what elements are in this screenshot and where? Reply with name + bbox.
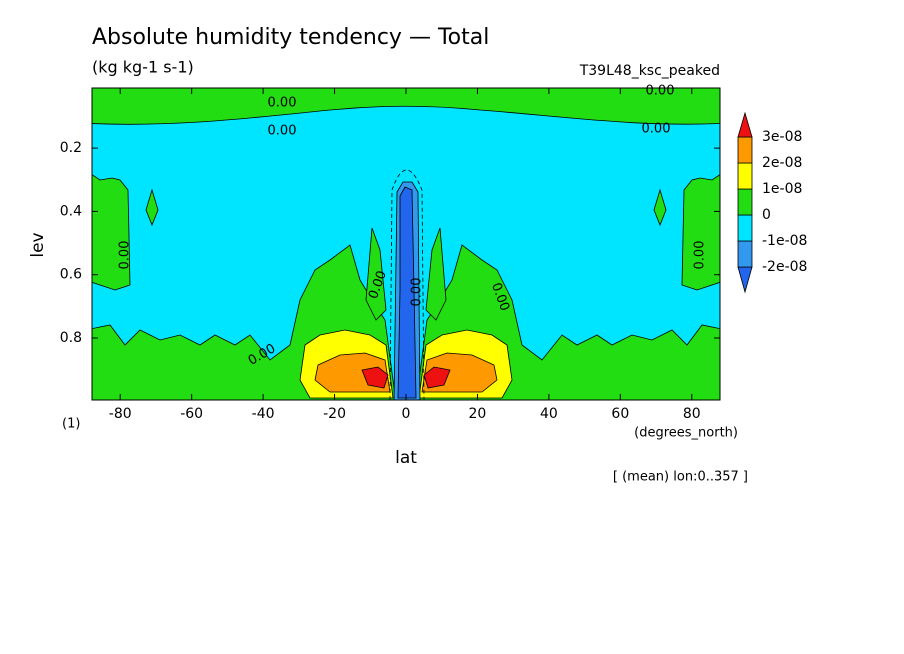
contour-label: 0.00	[642, 122, 671, 137]
y-tick-label: 0.2	[60, 140, 82, 156]
region	[397, 186, 417, 399]
colorbar-band	[737, 162, 753, 190]
contour-label: 0.00	[693, 241, 708, 270]
y-tick-label: 0.6	[60, 267, 82, 283]
region	[423, 366, 451, 389]
x-unit: (degrees_north)	[634, 426, 738, 441]
x-tick-label: -20	[323, 406, 346, 422]
colorbar-band	[737, 214, 753, 242]
y-tick-label: 0.8	[60, 330, 82, 346]
contour-label: 0.00	[118, 241, 133, 270]
colorbar-label: 1e-08	[762, 181, 802, 197]
x-tick-label: -80	[109, 406, 132, 422]
contour-label: 0.00	[646, 84, 675, 99]
note: [ (mean) lon:0..357 ]	[613, 470, 748, 485]
colorbar-band	[737, 188, 753, 216]
region	[425, 227, 447, 321]
colorbar-band	[737, 240, 753, 268]
y-unit: (1)	[62, 417, 80, 432]
colorbar-label: 2e-08	[762, 155, 802, 171]
x-tick-label: 40	[540, 406, 558, 422]
x-tick-label: 60	[611, 406, 629, 422]
contour-field	[92, 88, 720, 400]
region	[653, 188, 667, 227]
region	[361, 366, 389, 389]
contour-line	[389, 169, 425, 400]
colorbar-band	[737, 266, 753, 294]
x-axis-label: lat	[395, 448, 417, 468]
region	[92, 88, 720, 125]
colorbar-band	[737, 111, 753, 138]
x-tick-label: -40	[252, 406, 275, 422]
contour-label: 0.00	[268, 96, 297, 111]
experiment-label: T39L48_ksc_peaked	[579, 63, 720, 79]
x-tick-label: 0	[402, 406, 411, 422]
x-tick-label: 20	[469, 406, 487, 422]
x-tick-label: 80	[683, 406, 701, 422]
chart-title: Absolute humidity tendency — Total	[92, 25, 489, 50]
chart-subtitle: (kg kg-1 s-1)	[92, 58, 194, 77]
colorbar-label: 0	[762, 207, 771, 223]
y-axis-label: lev	[28, 232, 48, 257]
region	[145, 188, 159, 227]
region	[365, 227, 387, 321]
x-tick-label: -60	[180, 406, 203, 422]
colorbar-label: 3e-08	[762, 129, 802, 145]
field	[92, 88, 720, 400]
contour-label: 0.00	[410, 278, 425, 307]
contour-label: 0.00	[268, 124, 297, 139]
colorbar-label: -2e-08	[762, 259, 807, 275]
colorbar-label: -1e-08	[762, 233, 807, 249]
y-tick-label: 0.4	[60, 203, 82, 219]
colorbar-band	[737, 136, 753, 164]
